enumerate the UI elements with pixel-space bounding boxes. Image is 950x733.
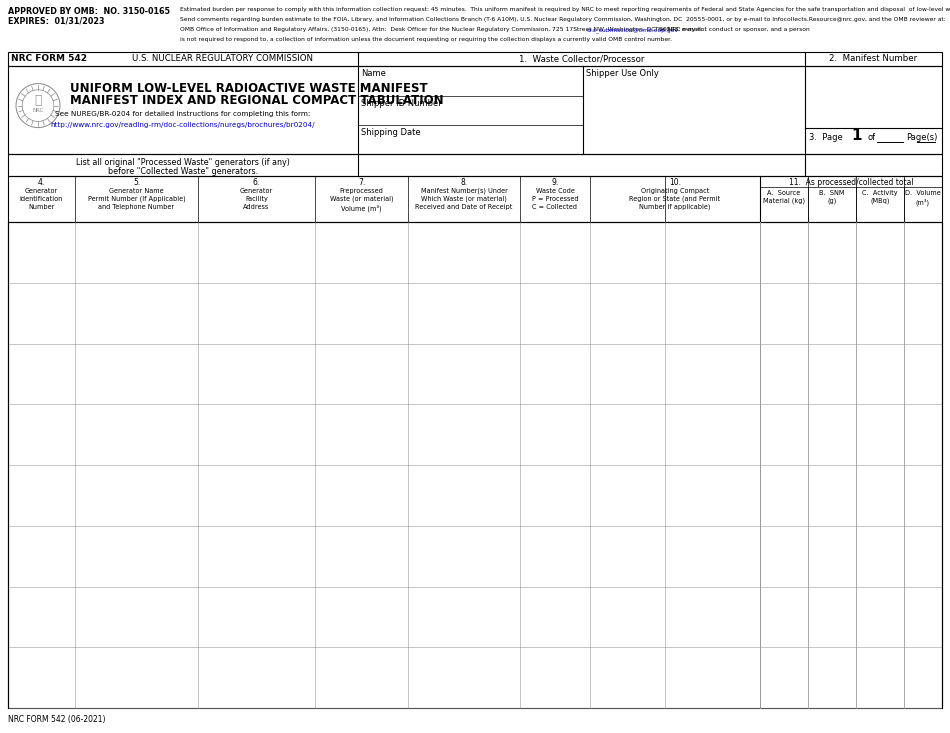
- Text: List all original "Processed Waste" generators (if any): List all original "Processed Waste" gene…: [76, 158, 290, 167]
- Bar: [8, 154, 942, 176]
- Text: .  The NRC may not conduct or sponsor, and a person: . The NRC may not conduct or sponsor, an…: [649, 27, 809, 32]
- Text: Generator: Generator: [239, 188, 274, 194]
- Text: Estimated burden per response to comply with this information collection request: Estimated burden per response to comply …: [180, 7, 950, 12]
- Text: Address: Address: [243, 204, 270, 210]
- Text: 2.  Manifest Number: 2. Manifest Number: [829, 54, 918, 63]
- Text: Generator Name: Generator Name: [109, 188, 163, 194]
- Text: D.  Volume: D. Volume: [905, 190, 940, 196]
- Text: B.  SNM: B. SNM: [819, 190, 845, 196]
- Text: Identification: Identification: [20, 196, 63, 202]
- Text: (m³): (m³): [916, 198, 930, 205]
- Text: P = Processed: P = Processed: [532, 196, 579, 202]
- Text: Page(s): Page(s): [906, 133, 938, 141]
- Text: C.  Activity: C. Activity: [863, 190, 898, 196]
- Text: A.  Source: A. Source: [768, 190, 801, 196]
- Text: Shipper Use Only: Shipper Use Only: [586, 69, 659, 78]
- Text: C = Collected: C = Collected: [533, 204, 578, 210]
- Text: Generator: Generator: [25, 188, 58, 194]
- Text: Shipper ID Number: Shipper ID Number: [361, 99, 442, 108]
- Text: 3.  Page: 3. Page: [809, 133, 843, 141]
- Text: of: of: [868, 133, 876, 141]
- Text: ora_submission@omb.eop.gov: ora_submission@omb.eop.gov: [587, 27, 679, 33]
- Text: 6.: 6.: [253, 178, 260, 187]
- Text: Number if applicable): Number if applicable): [639, 204, 711, 210]
- Text: 8.: 8.: [461, 178, 467, 187]
- Text: and Telephone Number: and Telephone Number: [99, 204, 175, 210]
- Text: Permit Number (If Applicable): Permit Number (If Applicable): [87, 196, 185, 202]
- Text: UNIFORM LOW-LEVEL RADIOACTIVE WASTE MANIFEST: UNIFORM LOW-LEVEL RADIOACTIVE WASTE MANI…: [70, 82, 428, 95]
- Bar: [8, 176, 942, 222]
- Text: Which Waste (or material): Which Waste (or material): [421, 196, 507, 202]
- Text: 10.: 10.: [669, 178, 681, 187]
- Text: Name: Name: [361, 69, 386, 78]
- Text: (g): (g): [827, 198, 837, 205]
- Text: NRC FORM 542: NRC FORM 542: [11, 54, 87, 63]
- Text: Preprocessed: Preprocessed: [339, 188, 384, 194]
- Text: 11.  As processed/collected total: 11. As processed/collected total: [788, 178, 913, 187]
- Text: Send comments regarding burden estimate to the FOIA, Library, and Information Co: Send comments regarding burden estimate …: [180, 17, 946, 22]
- Text: Received and Date of Receipt: Received and Date of Receipt: [415, 204, 513, 210]
- Text: OMB Office of Information and Regulatory Affairs, (3150-0165), Attn:  Desk Offic: OMB Office of Information and Regulatory…: [180, 27, 707, 32]
- Text: 1: 1: [852, 128, 863, 142]
- Text: 9.: 9.: [551, 178, 559, 187]
- Text: Region or State (and Permit: Region or State (and Permit: [630, 196, 720, 202]
- Text: Waste Code: Waste Code: [536, 188, 575, 194]
- Text: NRC: NRC: [32, 108, 44, 113]
- Bar: [8, 52, 942, 66]
- Text: NRC FORM 542 (06-2021): NRC FORM 542 (06-2021): [8, 715, 105, 724]
- Text: See NUREG/BR-0204 for detailed instructions for completing this form:: See NUREG/BR-0204 for detailed instructi…: [55, 111, 311, 117]
- Text: Manifest Number(s) Under: Manifest Number(s) Under: [421, 188, 507, 194]
- Text: 5.: 5.: [133, 178, 141, 187]
- Text: U.S. NUCLEAR REGULATORY COMMISSION: U.S. NUCLEAR REGULATORY COMMISSION: [132, 54, 314, 63]
- Text: 7.: 7.: [358, 178, 365, 187]
- Bar: [8, 222, 942, 708]
- Text: EXPIRES:  01/31/2023: EXPIRES: 01/31/2023: [8, 16, 104, 25]
- Text: Material (kg): Material (kg): [763, 198, 805, 205]
- Text: Shipping Date: Shipping Date: [361, 128, 421, 137]
- Text: Originating Compact: Originating Compact: [641, 188, 710, 194]
- Text: is not required to respond to, a collection of information unless the document r: is not required to respond to, a collect…: [180, 37, 672, 42]
- Bar: [8, 66, 942, 154]
- Text: APPROVED BY OMB:  NO. 3150-0165: APPROVED BY OMB: NO. 3150-0165: [8, 7, 170, 16]
- Text: 4.: 4.: [38, 178, 46, 187]
- Text: 🦅: 🦅: [34, 94, 42, 107]
- Text: Volume (m³): Volume (m³): [341, 204, 382, 212]
- Text: before "Collected Waste" generators.: before "Collected Waste" generators.: [108, 167, 258, 176]
- Text: MANIFEST INDEX AND REGIONAL COMPACT TABULATION: MANIFEST INDEX AND REGIONAL COMPACT TABU…: [70, 94, 444, 107]
- Text: Facility: Facility: [245, 196, 268, 202]
- Text: (MBq): (MBq): [870, 198, 890, 205]
- Text: 1.  Waste Collector/Processor: 1. Waste Collector/Processor: [519, 54, 644, 63]
- Text: http://www.nrc.gov/reading-rm/doc-collections/nuregs/brochures/br0204/: http://www.nrc.gov/reading-rm/doc-collec…: [50, 122, 315, 128]
- Text: Number: Number: [28, 204, 55, 210]
- Text: Waste (or material): Waste (or material): [330, 196, 393, 202]
